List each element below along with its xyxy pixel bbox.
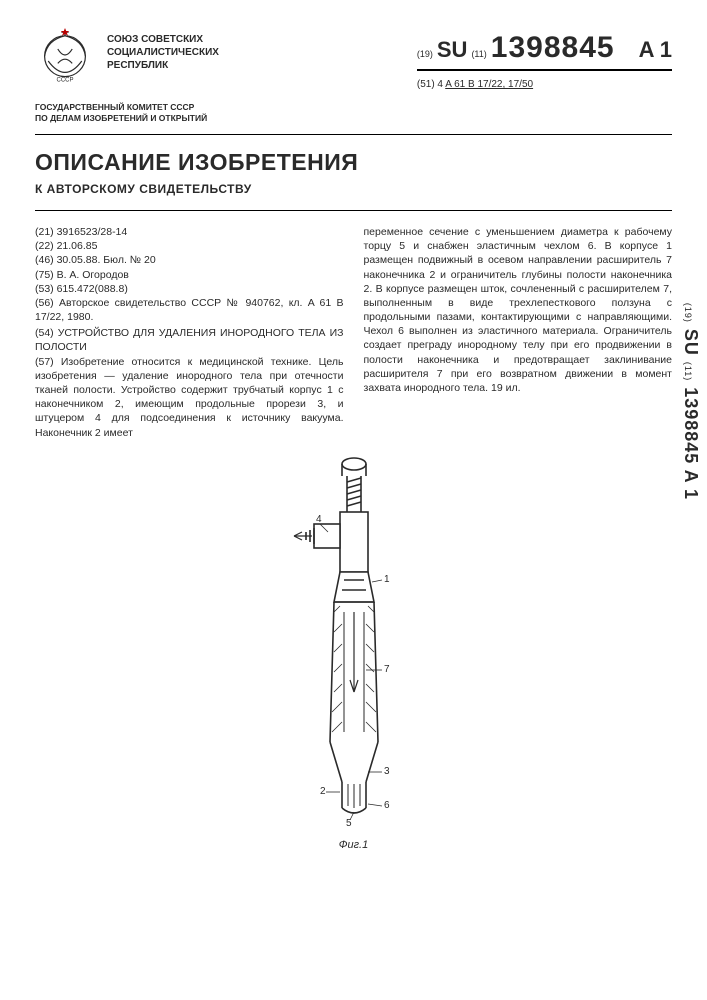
ussr-emblem-icon: CCCP	[35, 25, 95, 85]
document-title: ОПИСАНИЕ ИЗОБРЕТЕНИЯ	[35, 149, 672, 176]
side-doc-number: (19) SU (11) 1398845 A 1	[680, 303, 701, 500]
publication-number: (19) SU (11) 1398845 A 1	[417, 31, 672, 65]
ref-1: 1	[384, 574, 390, 585]
field-22: (22) 21.06.85	[35, 239, 344, 253]
field-57: (57) Изобретение относится к медицинской…	[35, 355, 344, 440]
ref-3: 3	[384, 766, 390, 777]
right-column: переменное сечение с уменьшением диаметр…	[364, 225, 673, 440]
field-56: (56) Авторское свидетельство СССР № 9407…	[35, 296, 344, 324]
field-75: (75) В. А. Огородов	[35, 268, 344, 282]
committee-label: ГОСУДАРСТВЕННЫЙ КОМИТЕТ СССР ПО ДЕЛАМ ИЗ…	[35, 102, 672, 124]
ipc-classification: (51) 4 A 61 B 17/22, 17/50	[417, 79, 672, 90]
patent-page: CCCP СОЮЗ СОВЕТСКИХ СОЦИАЛИСТИЧЕСКИХ РЕС…	[0, 0, 707, 1000]
header-row: CCCP СОЮЗ СОВЕТСКИХ СОЦИАЛИСТИЧЕСКИХ РЕС…	[35, 25, 672, 90]
ref-4: 4	[316, 514, 322, 525]
field-21: (21) 3916523/28-14	[35, 225, 344, 239]
ref-5: 5	[346, 818, 352, 829]
field-53: (53) 615.472(088.8)	[35, 282, 344, 296]
country-prefix: (19)	[417, 49, 433, 59]
figure-1: 4 1 7 3 6 2 5 Фиг.1	[35, 452, 672, 851]
abstract-continuation: переменное сечение с уменьшением диаметр…	[364, 225, 673, 395]
document-subtitle: К АВТОРСКОМУ СВИДЕТЕЛЬСТВУ	[35, 182, 672, 196]
doc-prefix: (11)	[471, 49, 486, 59]
field-46: (46) 30.05.88. Бюл. № 20	[35, 253, 344, 267]
ref-7: 7	[384, 664, 390, 675]
country-code: SU	[437, 37, 468, 63]
left-column: (21) 3916523/28-14 (22) 21.06.85 (46) 30…	[35, 225, 344, 440]
ref-2: 2	[320, 786, 326, 797]
ref-6: 6	[384, 800, 390, 811]
figure-caption: Фиг.1	[35, 839, 672, 851]
divider-top	[35, 134, 672, 135]
doc-number: 1398845	[491, 31, 615, 65]
ussr-label: СОЮЗ СОВЕТСКИХ СОЦИАЛИСТИЧЕСКИХ РЕСПУБЛИ…	[107, 33, 405, 72]
publication-block: (19) SU (11) 1398845 A 1 (51) 4 A 61 B 1…	[417, 31, 672, 90]
field-54: (54) УСТРОЙСТВО ДЛЯ УДАЛЕНИЯ ИНОРОДНОГО …	[35, 326, 344, 354]
svg-text:CCCP: CCCP	[56, 77, 73, 83]
kind-code: A 1	[639, 37, 672, 63]
abstract-columns: (21) 3916523/28-14 (22) 21.06.85 (46) 30…	[35, 225, 672, 440]
divider-mid	[35, 210, 672, 211]
